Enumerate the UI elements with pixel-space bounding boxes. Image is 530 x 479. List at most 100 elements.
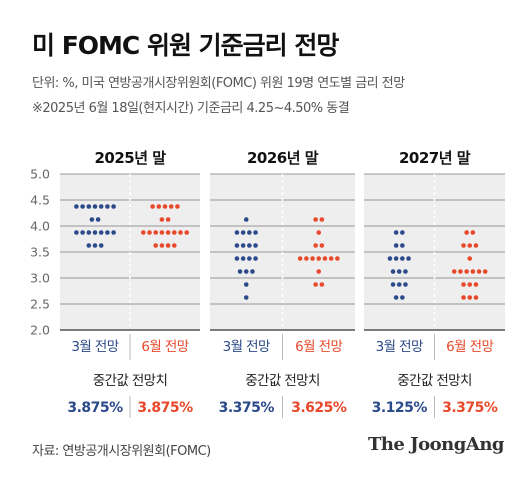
march-dot xyxy=(111,204,116,209)
chart-title: 미 FOMC 위원 기준금리 전망 xyxy=(32,31,339,60)
panel-title-1: 2025년 말 xyxy=(94,149,166,167)
march-dot xyxy=(243,217,249,222)
source-note: 자료: 연방공개시장위원회(FOMC) xyxy=(32,444,211,459)
june-dot xyxy=(322,256,328,261)
june-dot xyxy=(165,243,171,248)
march-dot xyxy=(396,282,402,287)
march-dot xyxy=(393,295,399,300)
march-dot xyxy=(98,243,104,248)
march-dot xyxy=(86,204,92,209)
median-june-value: 3.625% xyxy=(291,400,347,416)
june-dot xyxy=(313,282,318,287)
june-dot xyxy=(159,230,165,235)
june-dot xyxy=(328,256,334,261)
march-dot xyxy=(250,269,255,274)
march-dot xyxy=(403,269,408,274)
march-dot xyxy=(89,217,95,222)
june-dot xyxy=(464,230,469,235)
june-dot xyxy=(451,269,457,274)
june-dot xyxy=(467,256,473,261)
march-dot xyxy=(92,204,98,209)
march-dot xyxy=(92,230,98,235)
march-dot xyxy=(111,230,116,235)
y-tick-label: 3.0 xyxy=(30,271,50,286)
june-dot xyxy=(461,243,466,248)
march-dot xyxy=(403,282,408,287)
march-dot xyxy=(247,256,252,261)
march-dot xyxy=(234,243,240,248)
june-dot xyxy=(297,256,303,261)
march-dot xyxy=(240,230,246,235)
june-dot xyxy=(172,230,177,235)
june-dot xyxy=(304,256,309,261)
june-dot xyxy=(473,243,479,248)
median-march-value: 3.375% xyxy=(219,400,275,416)
june-dot xyxy=(467,282,473,287)
march-dot xyxy=(243,282,249,287)
median-label: 중간값 전망치 xyxy=(397,373,472,389)
march-dot xyxy=(240,243,246,248)
june-dot xyxy=(168,204,174,209)
june-dot xyxy=(319,217,325,222)
june-dot xyxy=(175,204,180,209)
march-dot xyxy=(105,230,110,235)
march-dot xyxy=(400,230,405,235)
y-tick-label: 3.5 xyxy=(30,245,50,260)
panel-title-2: 2026년 말 xyxy=(247,149,319,167)
march-dot xyxy=(396,269,402,274)
june-dot xyxy=(141,230,146,235)
march-dot xyxy=(80,230,85,235)
june-series-label: 6월 전망 xyxy=(446,339,493,355)
june-dot xyxy=(165,230,171,235)
march-dot xyxy=(243,295,249,300)
y-tick-label: 4.5 xyxy=(30,193,50,208)
march-dot xyxy=(86,243,92,248)
publisher-logo: The JoongAng xyxy=(367,434,505,455)
june-dot xyxy=(319,282,325,287)
march-dot xyxy=(400,295,405,300)
march-dot xyxy=(253,230,258,235)
march-dot xyxy=(74,204,79,209)
march-dot xyxy=(393,243,399,248)
june-dot xyxy=(470,269,476,274)
march-dot xyxy=(390,269,396,274)
june-dot xyxy=(150,204,155,209)
june-dot xyxy=(147,230,152,235)
june-dot xyxy=(316,256,322,261)
june-dot xyxy=(153,230,158,235)
june-dot xyxy=(178,230,183,235)
y-tick-label: 2.5 xyxy=(30,297,50,312)
june-dot xyxy=(159,243,165,248)
march-dot xyxy=(74,230,79,235)
june-dot xyxy=(476,269,482,274)
june-dot xyxy=(162,204,168,209)
march-dot xyxy=(406,256,411,261)
june-dot xyxy=(153,243,158,248)
march-series-label: 3월 전망 xyxy=(71,339,118,355)
march-dot xyxy=(253,256,258,261)
march-dot xyxy=(400,256,405,261)
june-dot xyxy=(458,269,463,274)
june-dot xyxy=(461,282,466,287)
median-march-value: 3.875% xyxy=(67,400,123,416)
june-dot xyxy=(482,269,488,274)
june-dot xyxy=(316,230,322,235)
june-dot xyxy=(184,230,189,235)
june-dot xyxy=(156,204,162,209)
june-dot xyxy=(467,243,473,248)
june-dot xyxy=(159,217,165,222)
march-dot xyxy=(98,204,104,209)
march-dot xyxy=(400,243,405,248)
march-dot xyxy=(237,269,243,274)
march-dot xyxy=(387,256,393,261)
june-series-label: 6월 전망 xyxy=(295,339,342,355)
june-dot xyxy=(470,230,476,235)
march-dot xyxy=(98,230,104,235)
y-tick-label: 5.0 xyxy=(30,167,50,182)
march-dot xyxy=(393,230,399,235)
june-dot xyxy=(467,295,473,300)
chart-subtitle: 단위: %, 미국 연방공개시장위원회(FOMC) 위원 19명 연도별 금리 … xyxy=(32,76,405,91)
march-dot xyxy=(92,243,98,248)
june-series-label: 6월 전망 xyxy=(141,339,188,355)
